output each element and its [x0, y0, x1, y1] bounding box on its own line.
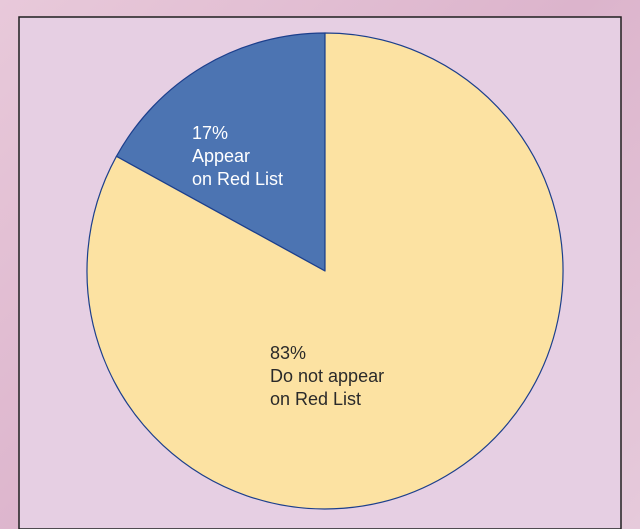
- labels-group: 17% Appear on Red List 83% Do not appear on R…: [192, 123, 384, 409]
- slice-2-label-line: on Red List: [270, 389, 361, 409]
- slices-group: [86, 32, 564, 510]
- slice-1-percent-label: 17%: [192, 123, 228, 143]
- slice-1-label-line: Appear: [192, 146, 250, 166]
- pie-slice-2: [86, 32, 564, 510]
- pie-slice-1: [115, 32, 326, 272]
- slice-2-label-line: Do not appear: [270, 366, 384, 386]
- slice-2-percent-label: 83%: [270, 343, 306, 363]
- slice-1-label-line: on Red List: [192, 169, 283, 189]
